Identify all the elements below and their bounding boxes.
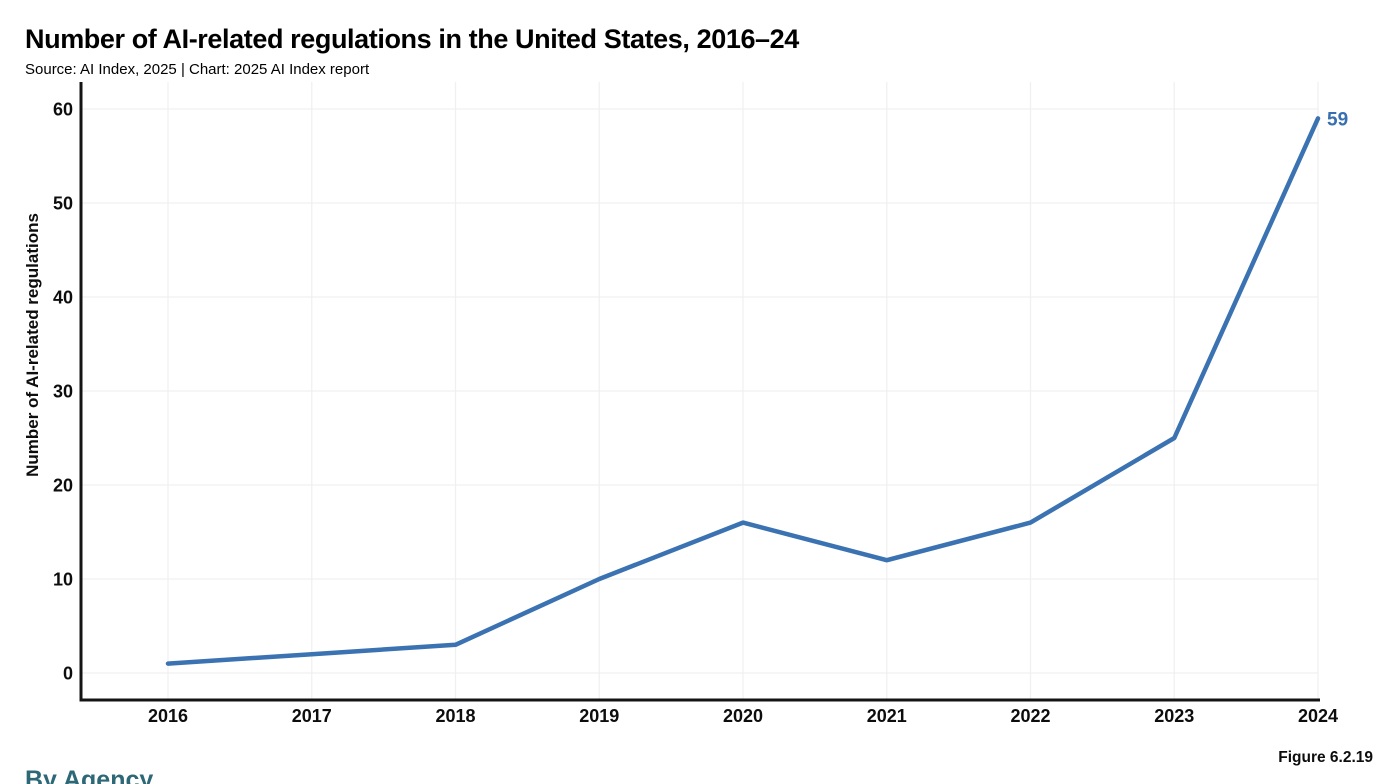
x-tick-labels: 2016 2017 2018 2019 2020 2021 2022 2023 2024 [148, 706, 1338, 726]
figure-number-label: Figure 6.2.19 [1278, 749, 1373, 766]
x-tick-label: 2017 [292, 706, 332, 726]
gridlines [81, 82, 1319, 700]
x-tick-label: 2018 [435, 706, 475, 726]
y-tick-label: 30 [53, 382, 73, 402]
x-tick-label: 2019 [579, 706, 619, 726]
chart-title: Number of AI-related regulations in the … [25, 24, 799, 54]
y-tick-label: 0 [63, 664, 73, 684]
x-tick-label: 2023 [1154, 706, 1194, 726]
x-tick-label: 2022 [1010, 706, 1050, 726]
y-tick-label: 10 [53, 570, 73, 590]
x-tick-label: 2016 [148, 706, 188, 726]
y-tick-label: 40 [53, 288, 73, 308]
chart-source: Source: AI Index, 2025 | Chart: 2025 AI … [25, 61, 370, 78]
y-axis-title: Number of AI-related regulations [23, 213, 42, 477]
y-tick-label: 60 [53, 100, 73, 120]
data-line [165, 116, 1321, 666]
axes [79, 82, 1320, 702]
next-section-heading: By Agency [25, 766, 154, 784]
y-tick-label: 20 [53, 476, 73, 496]
y-tick-labels: 0 10 20 30 40 50 60 [53, 100, 73, 684]
x-tick-label: 2024 [1298, 706, 1338, 726]
end-value-label: 59 [1327, 109, 1348, 130]
x-tick-label: 2020 [723, 706, 763, 726]
x-tick-label: 2021 [867, 706, 907, 726]
y-tick-label: 50 [53, 194, 73, 214]
